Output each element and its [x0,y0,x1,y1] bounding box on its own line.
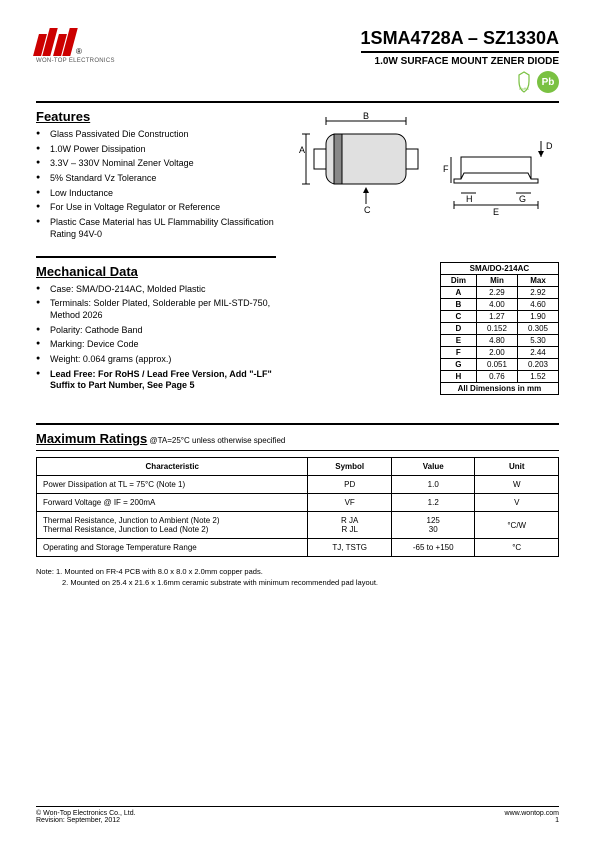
table-row: D0.1520.305 [440,322,558,334]
divider [36,101,559,103]
col-header: Max [517,274,558,286]
list-item: 1.0W Power Dissipation [36,144,276,156]
footer-page: 1 [505,817,559,824]
list-item: For Use in Voltage Regulator or Referenc… [36,202,276,214]
footer-url: www.wontop.com [505,810,559,817]
table-row: Forward Voltage @ IF = 200mA VF 1.2 V [37,494,559,512]
table-row: A2.292.92 [440,286,558,298]
note-line: Note: 1. Mounted on FR-4 PCB with 8.0 x … [36,567,559,578]
package-diagram: B A C D F [296,109,556,219]
col-header: Min [476,274,517,286]
svg-text:D: D [546,141,553,151]
ratings-condition: @TA=25°C unless otherwise specified [147,436,285,445]
ratings-title-row: Maximum Ratings @TA=25°C unless otherwis… [36,431,559,446]
footer-company: © Won-Top Electronics Co., Ltd. [36,810,136,817]
table-row: G0.0510.203 [440,358,558,370]
col-header: Unit [475,458,559,476]
col-header: Characteristic [37,458,308,476]
footer-revision: Revision: September, 2012 [36,817,136,824]
ratings-title: Maximum Ratings [36,431,147,446]
svg-text:RoHS: RoHS [519,87,529,91]
list-item: Plastic Case Material has UL Flammabilit… [36,217,276,240]
logo-block: ® WON-TOP ELECTRONICS [36,28,115,64]
table-row: Thermal Resistance, Junction to Ambient … [37,512,559,539]
table-row: H0.761.52 [440,370,558,382]
list-item: Terminals: Solder Plated, Solderable per… [36,298,276,321]
mechanical-title: Mechanical Data [36,264,276,279]
list-item: Case: SMA/DO-214AC, Molded Plastic [36,284,276,296]
list-item: Weight: 0.064 grams (approx.) [36,354,276,366]
part-number: 1SMA4728A – SZ1330A [361,28,559,49]
footer: © Won-Top Electronics Co., Ltd. Revision… [36,806,559,824]
table-row: E4.805.30 [440,334,558,346]
list-item: Glass Passivated Die Construction [36,129,276,141]
registered-icon: ® [76,47,82,56]
list-item: 5% Standard Vz Tolerance [36,173,276,185]
header: ® WON-TOP ELECTRONICS 1SMA4728A – SZ1330… [36,28,559,93]
svg-text:B: B [363,111,369,121]
dim-caption: All Dimensions in mm [440,382,558,394]
features-list: Glass Passivated Die Construction 1.0W P… [36,129,276,241]
table-row: C1.271.90 [440,310,558,322]
table-row: Power Dissipation at TL = 75°C (Note 1) … [37,476,559,494]
notes: Note: 1. Mounted on FR-4 PCB with 8.0 x … [36,567,559,588]
svg-text:H: H [466,194,473,204]
svg-text:G: G [519,194,526,204]
company-name: WON-TOP ELECTRONICS [36,58,115,64]
col-header: Dim [440,274,476,286]
svg-text:C: C [364,205,371,215]
dim-table-header: SMA/DO-214AC [440,262,558,274]
dimensions-table: SMA/DO-214AC Dim Min Max A2.292.92 B4.00… [440,262,559,395]
table-row: B4.004.60 [440,298,558,310]
svg-text:F: F [443,164,449,174]
list-item: 3.3V – 330V Nominal Zener Voltage [36,158,276,170]
list-item: Low Inductance [36,188,276,200]
rohs-icon: RoHS [515,71,533,93]
ratings-table: Characteristic Symbol Value Unit Power D… [36,457,559,557]
list-item: Marking: Device Code [36,339,276,351]
company-logo: ® [36,28,82,56]
note-line: 2. Mounted on 25.4 x 21.6 x 1.6mm cerami… [36,578,559,589]
mechanical-list: Case: SMA/DO-214AC, Molded Plastic Termi… [36,284,276,393]
product-subtitle: 1.0W SURFACE MOUNT ZENER DIODE [361,51,559,67]
features-title: Features [36,109,276,124]
col-header: Symbol [308,458,392,476]
svg-text:E: E [493,207,499,217]
pb-free-icon: Pb [537,71,559,93]
table-row: Operating and Storage Temperature Range … [37,539,559,557]
col-header: Value [391,458,475,476]
table-row: F2.002.44 [440,346,558,358]
list-item: Polarity: Cathode Band [36,325,276,337]
list-item: Lead Free: For RoHS / Lead Free Version,… [36,369,276,392]
svg-text:A: A [299,145,305,155]
